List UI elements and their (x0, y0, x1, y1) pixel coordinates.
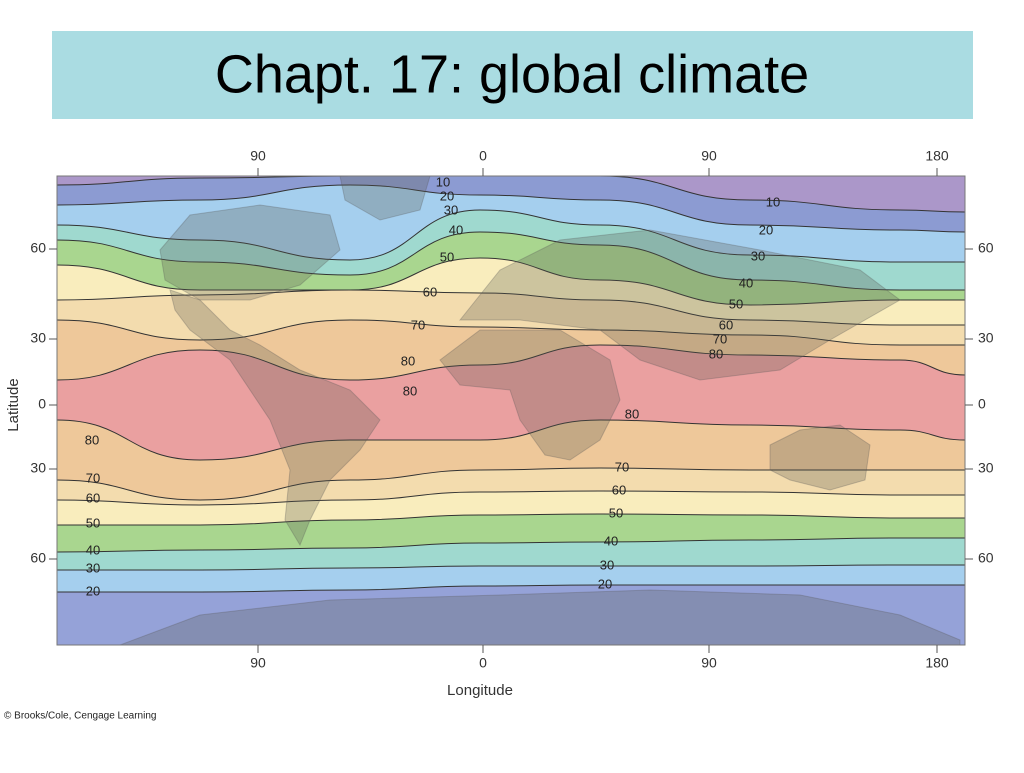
isotherm (56, 319, 965, 346)
top-tick-label: 0 (479, 148, 487, 164)
climate-band (57, 176, 965, 212)
contour-label: 60 (719, 317, 733, 332)
contour-label: 70 (86, 470, 100, 485)
contour-label: 20 (440, 188, 454, 203)
left-tick-label: 60 (30, 550, 46, 566)
land (159, 204, 341, 301)
bottom-tick-label: 0 (479, 655, 487, 671)
contour-label: 40 (604, 533, 618, 548)
right-tick-label: 30 (978, 330, 994, 346)
left-tick-label: 30 (30, 330, 46, 346)
title-box (52, 31, 973, 119)
contour-label: 30 (86, 560, 100, 575)
contour-label: 50 (86, 515, 100, 530)
isotherm (56, 289, 965, 326)
x-axis-label: Longitude (447, 682, 513, 699)
left-tick-label: 30 (30, 460, 46, 476)
isotherm (56, 231, 965, 291)
contour-label: 80 (403, 383, 417, 398)
contour-label: 80 (625, 406, 639, 421)
left-tick-label: 60 (30, 240, 46, 256)
climate-band (57, 585, 965, 645)
credit: © Brooks/Cole, Cengage Learning (4, 711, 156, 722)
land (439, 329, 621, 461)
land (458, 229, 901, 381)
contour-label: 80 (401, 353, 415, 368)
right-tick-label: 30 (978, 460, 994, 476)
isotherm (57, 564, 965, 571)
contour-label: 40 (449, 222, 463, 237)
contour-label: 50 (440, 249, 454, 264)
map-frame (56, 175, 966, 646)
isotherm (56, 419, 966, 461)
contour-label: 20 (759, 222, 773, 237)
contour-label: 80 (85, 432, 99, 447)
contour-label: 20 (598, 576, 612, 591)
top-tick-label: 90 (701, 148, 717, 164)
contour-label: 10 (766, 194, 780, 209)
right-tick-label: 0 (978, 396, 986, 412)
contour-label: 70 (411, 317, 425, 332)
contour-label: 70 (615, 459, 629, 474)
bottom-tick-label: 90 (250, 655, 266, 671)
title: Chapt. 17: global climate (215, 44, 809, 104)
isotherm (57, 584, 965, 593)
contour-label: 50 (729, 296, 743, 311)
top-tick-label: 180 (925, 148, 949, 164)
isotherm (57, 513, 965, 526)
contour-label: 50 (609, 505, 623, 520)
contour-label: 60 (612, 482, 626, 497)
land (169, 289, 381, 547)
contour-label: 30 (600, 557, 614, 572)
contour-label: 80 (709, 346, 723, 361)
right-tick-label: 60 (978, 240, 994, 256)
contour-label: 70 (713, 331, 727, 346)
land (769, 424, 871, 491)
contour-label: 10 (436, 174, 450, 189)
right-tick-label: 60 (978, 550, 994, 566)
bottom-tick-label: 180 (925, 655, 949, 671)
bottom-tick-label: 90 (701, 655, 717, 671)
land (119, 589, 961, 646)
contour-label: 60 (86, 490, 100, 505)
map (56, 175, 966, 646)
isotherm (56, 257, 965, 306)
isotherm (56, 344, 966, 381)
contour-label: 20 (86, 583, 100, 598)
y-axis-label: Latitude (5, 378, 22, 431)
isotherm (56, 490, 965, 506)
contour-label: 30 (751, 248, 765, 263)
contour-label: 40 (739, 275, 753, 290)
contour-label: 60 (423, 284, 437, 299)
isotherm (56, 467, 965, 501)
isotherm (56, 537, 965, 553)
contour-label: 40 (86, 542, 100, 557)
isotherm (56, 209, 965, 263)
top-tick-label: 90 (250, 148, 266, 164)
contour-label: 30 (444, 202, 458, 217)
left-tick-label: 0 (38, 396, 46, 412)
isotherm (56, 184, 966, 233)
